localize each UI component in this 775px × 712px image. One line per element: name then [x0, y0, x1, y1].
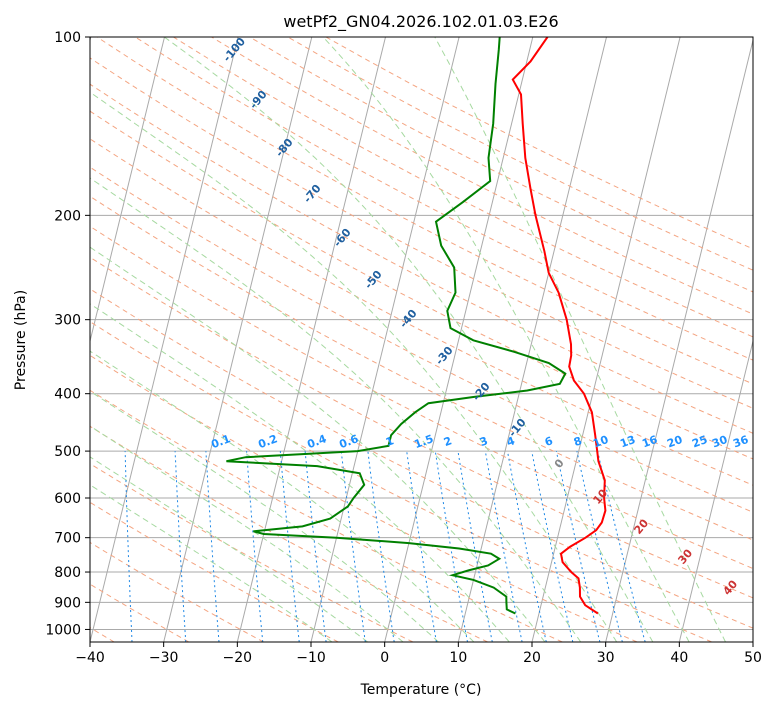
x-tick-label: −10 [296, 650, 326, 666]
y-tick-label: 100 [54, 30, 81, 46]
y-tick-label: 800 [54, 565, 81, 581]
chart-title: wetPf2_GN04.2026.102.01.03.E26 [283, 12, 558, 32]
x-tick-label: 50 [744, 650, 762, 666]
y-tick-label: 200 [54, 208, 81, 224]
y-axis-label: Pressure (hPa) [13, 290, 29, 390]
x-tick-label: −30 [149, 650, 179, 666]
x-tick-label: 20 [523, 650, 541, 666]
y-tick-label: 300 [54, 313, 81, 329]
y-tick-label: 400 [54, 387, 81, 403]
x-tick-label: −20 [223, 650, 253, 666]
y-tick-label: 500 [54, 444, 81, 460]
y-tick-label: 600 [54, 491, 81, 507]
x-tick-label: 30 [597, 650, 615, 666]
x-axis-label: Temperature (°C) [360, 682, 482, 698]
x-tick-label: 0 [380, 650, 389, 666]
y-tick-label: 900 [54, 595, 81, 611]
x-tick-label: −40 [75, 650, 105, 666]
x-tick-label: 40 [670, 650, 688, 666]
y-tick-label: 700 [54, 531, 81, 547]
x-tick-label: 10 [449, 650, 467, 666]
y-tick-label: 1000 [45, 622, 81, 638]
